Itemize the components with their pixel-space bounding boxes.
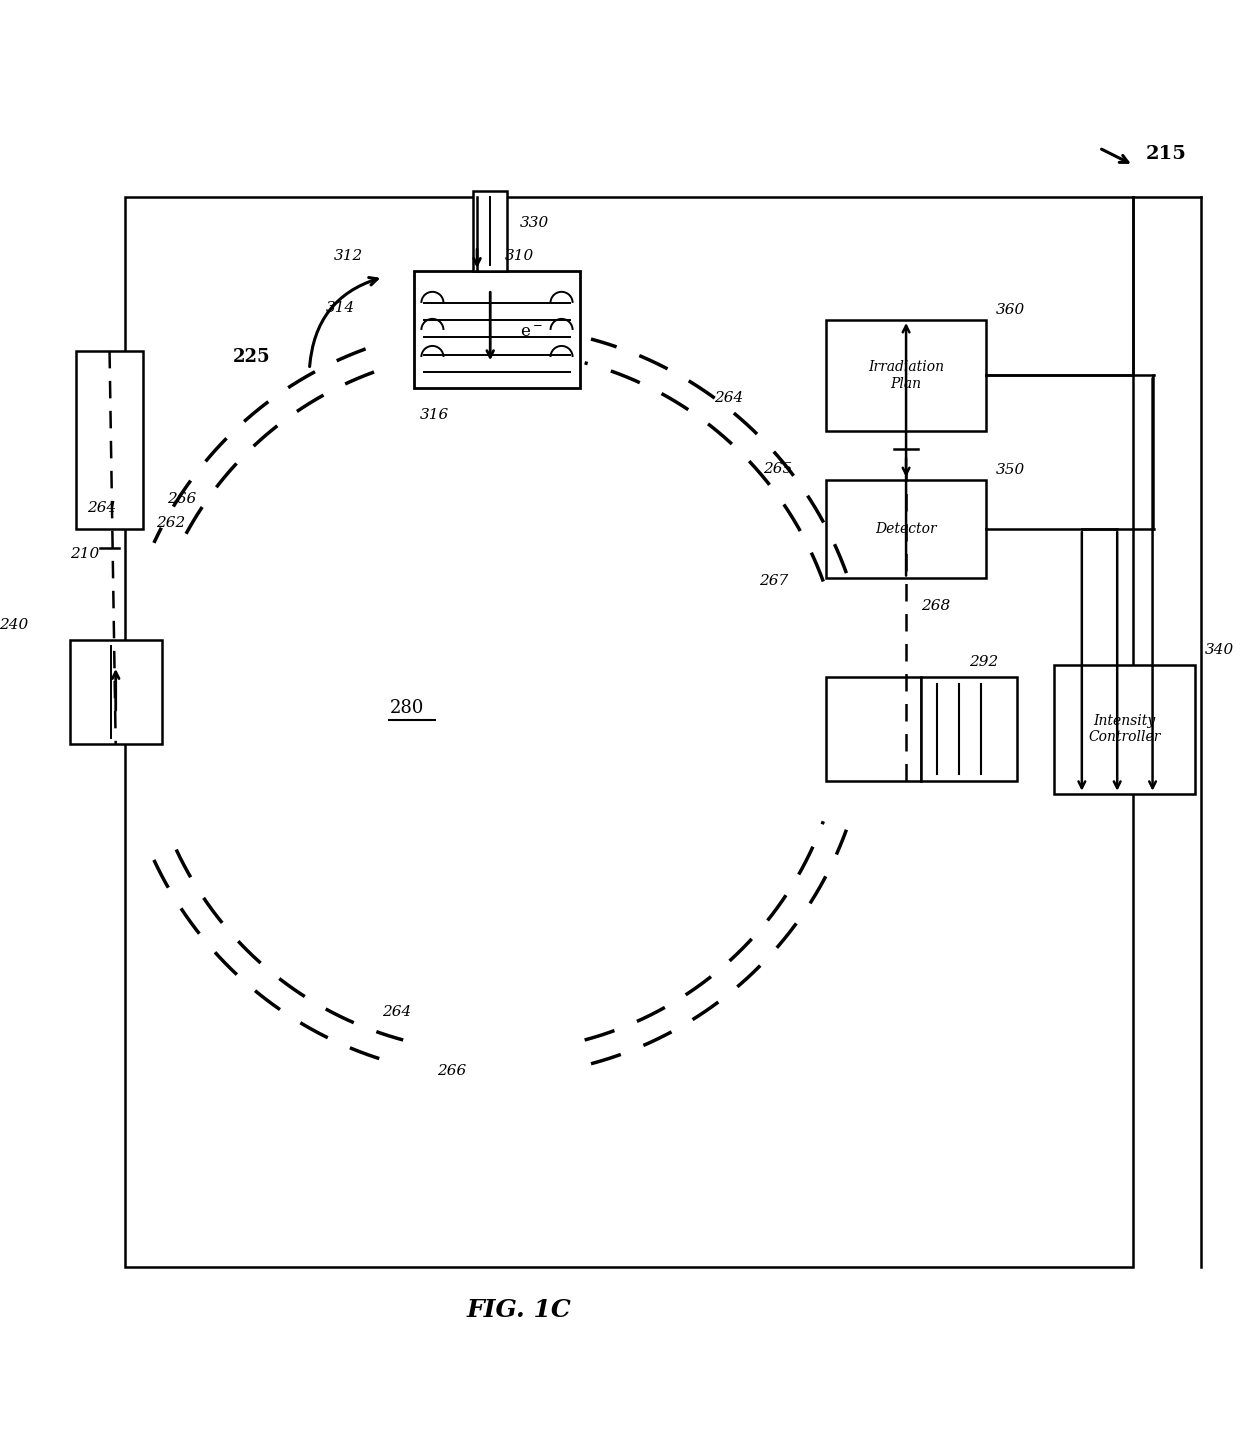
Text: e$^-$: e$^-$: [520, 324, 543, 341]
Text: 340: 340: [1205, 643, 1234, 656]
Text: Irradiation
Plan: Irradiation Plan: [868, 360, 944, 391]
Text: 350: 350: [996, 463, 1025, 478]
Bar: [826, 319, 986, 431]
Text: 210: 210: [69, 547, 99, 560]
Text: 266: 266: [166, 492, 196, 505]
Text: 310: 310: [505, 250, 534, 263]
Bar: [921, 677, 1017, 781]
Text: 316: 316: [420, 408, 449, 423]
Text: 280: 280: [389, 698, 424, 716]
Bar: [69, 640, 161, 745]
Text: Detector: Detector: [875, 523, 936, 536]
FancyArrowPatch shape: [310, 277, 377, 366]
Text: 240: 240: [0, 619, 29, 632]
Text: 264: 264: [88, 501, 117, 514]
Text: 264: 264: [714, 391, 744, 405]
Bar: [125, 197, 1133, 1268]
Text: 262: 262: [156, 515, 185, 530]
Text: 268: 268: [921, 600, 950, 613]
Text: 330: 330: [520, 216, 549, 229]
Text: 314: 314: [325, 301, 355, 315]
Text: Intensity
Controller: Intensity Controller: [1087, 714, 1161, 745]
Text: 312: 312: [334, 250, 363, 263]
Text: FIG. 1C: FIG. 1C: [466, 1298, 570, 1323]
Bar: [826, 481, 986, 578]
Bar: [76, 351, 144, 529]
Bar: [472, 192, 507, 272]
Bar: [414, 272, 580, 388]
Text: 267: 267: [759, 575, 789, 588]
Text: 215: 215: [1146, 145, 1187, 163]
Bar: [826, 677, 921, 781]
Text: 264: 264: [382, 1005, 412, 1019]
Text: 266: 266: [436, 1064, 466, 1077]
Bar: [1054, 665, 1195, 794]
Text: 292: 292: [968, 655, 998, 669]
Text: 265: 265: [763, 462, 792, 476]
Text: 225: 225: [233, 348, 270, 366]
Text: 360: 360: [996, 303, 1025, 318]
